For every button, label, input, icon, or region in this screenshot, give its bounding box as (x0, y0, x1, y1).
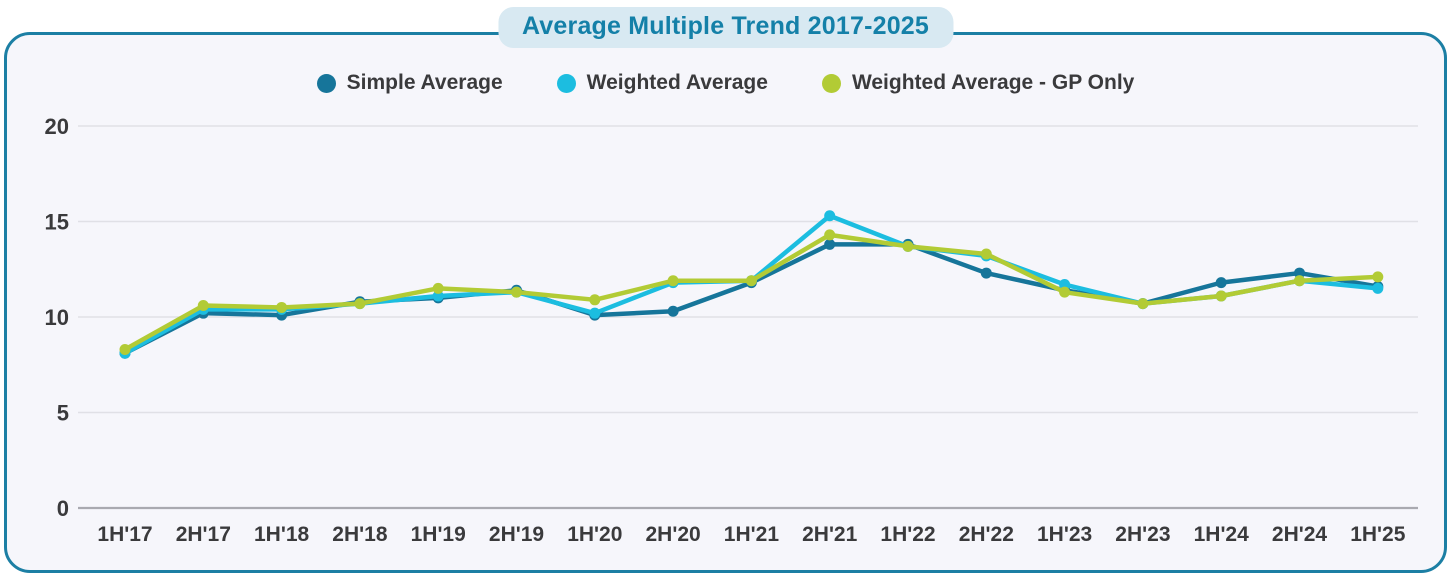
data-point (1059, 279, 1071, 291)
x-tick-label: 2H'22 (959, 523, 1014, 546)
data-point (1215, 277, 1227, 289)
data-point (745, 275, 757, 287)
legend-item-weighted-average: Weighted Average (556, 71, 768, 95)
chart-legend: Simple Average Weighted Average Weighted… (7, 71, 1444, 95)
data-point (276, 301, 288, 313)
data-point (980, 267, 992, 279)
x-tick-label: 1H'24 (1194, 523, 1250, 546)
data-point (1372, 271, 1384, 283)
data-point (354, 298, 366, 310)
data-point (589, 294, 601, 306)
legend-item-weighted-average-gp-only: Weighted Average - GP Only (821, 71, 1135, 95)
legend-item-simple-average: Simple Average (316, 71, 503, 95)
x-tick-label: 2H'23 (1115, 523, 1170, 546)
legend-label: Weighted Average - GP Only (851, 71, 1135, 94)
data-point (902, 240, 914, 252)
y-tick-label: 0 (57, 496, 69, 521)
data-point (197, 300, 209, 312)
weighted-average-dot-icon (556, 73, 576, 93)
x-tick-label: 2H'18 (332, 523, 388, 546)
x-tick-label: 2H'24 (1272, 523, 1328, 546)
legend-label: Simple Average (346, 71, 503, 94)
data-point (1215, 290, 1227, 302)
data-point (1294, 275, 1305, 287)
y-tick-label: 15 (45, 210, 69, 235)
x-tick-label: 1H'19 (411, 523, 466, 546)
weighted-average-gp-only-dot-icon (821, 73, 841, 93)
data-point (824, 210, 836, 222)
data-point (119, 343, 131, 355)
x-tick-label: 2H'20 (645, 523, 700, 546)
data-point (1372, 282, 1384, 294)
data-point (432, 282, 444, 294)
x-tick-label: 1H'23 (1037, 523, 1092, 546)
data-point (667, 305, 679, 317)
x-tick-label: 1H'17 (97, 523, 152, 546)
data-point (589, 307, 601, 319)
x-tick-label: 2H'19 (489, 523, 544, 546)
data-point (511, 286, 522, 298)
data-point (667, 275, 679, 287)
data-point (1137, 298, 1149, 310)
page-title: Average Multiple Trend 2017-2025 (497, 7, 954, 48)
x-tick-label: 1H'25 (1350, 523, 1406, 546)
x-tick-label: 1H'20 (567, 523, 622, 546)
x-tick-label: 1H'18 (254, 523, 310, 546)
data-point (432, 290, 444, 302)
simple-average-dot-icon (316, 73, 336, 93)
y-tick-label: 20 (45, 114, 69, 139)
data-point (824, 238, 836, 250)
data-point (824, 229, 836, 241)
x-tick-label: 2H'17 (176, 523, 231, 546)
data-point (980, 248, 992, 260)
y-tick-label: 5 (57, 401, 69, 426)
chart-card: Simple Average Weighted Average Weighted… (4, 32, 1447, 573)
y-tick-label: 10 (45, 305, 69, 330)
x-tick-label: 1H'22 (880, 523, 935, 546)
line-chart: 0 5 10 15 20 1H'17 2H'17 1H'18 2H'18 1H'19 2H'19 1H… (45, 114, 1418, 546)
x-tick-label: 2H'21 (802, 523, 858, 546)
data-point (1059, 286, 1071, 298)
legend-label: Weighted Average (586, 71, 768, 94)
x-tick-label: 1H'21 (724, 523, 780, 546)
data-point (1294, 267, 1305, 279)
